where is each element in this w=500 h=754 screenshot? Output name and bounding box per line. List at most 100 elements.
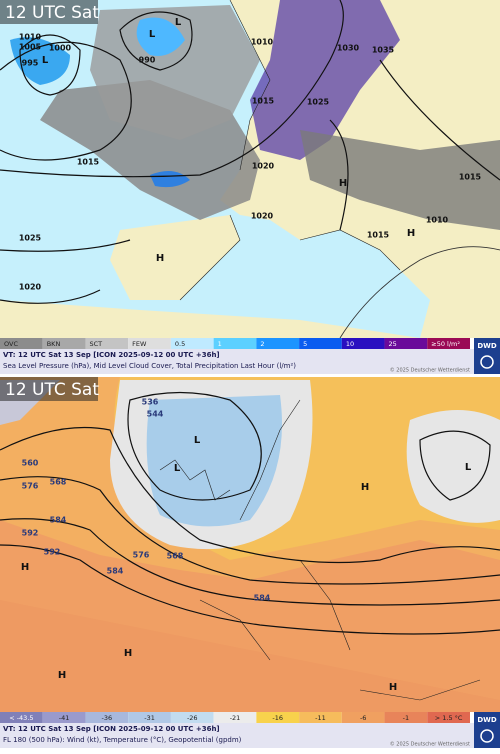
legend-swatch — [128, 338, 171, 349]
pressure-map — [0, 0, 500, 339]
legend-label: > 1.5 °C — [435, 714, 463, 722]
map-label: 576 — [133, 551, 150, 560]
legend-swatch — [427, 338, 470, 349]
caption-bg — [0, 349, 500, 374]
legend-swatch — [42, 338, 86, 349]
map-label: 1015 — [252, 97, 275, 106]
map-title: 12 UTC Sat — [5, 380, 99, 400]
map-label: 560 — [22, 459, 39, 468]
legend-swatch — [256, 712, 300, 723]
copyright: © 2025 Deutscher Wetterdienst — [390, 741, 470, 748]
map-label: 1005 — [19, 43, 42, 52]
valid-time: VT: 12 UTC Sat 13 Sep [ICON 2025-09-12 0… — [3, 351, 220, 359]
map-title: 12 UTC Sat — [5, 3, 99, 23]
title-box — [0, 0, 98, 24]
legend-label: -36 — [102, 714, 113, 722]
map-label: 568 — [50, 478, 67, 487]
map-label: 1030 — [337, 44, 360, 53]
map-label: 584 — [50, 516, 67, 525]
map-label: 576 — [22, 482, 39, 491]
map-label: H — [389, 682, 397, 693]
map-label: 1015 — [459, 173, 482, 182]
map-label: 544 — [147, 410, 164, 419]
legend-swatch — [384, 712, 428, 723]
map-label: 1020 — [252, 162, 275, 171]
map-label: 995 — [22, 59, 39, 68]
legend-label: 10 — [346, 340, 354, 348]
map-label: 1010 — [251, 38, 274, 47]
map-label: L — [42, 55, 49, 66]
description: FL 180 (500 hPa): Wind (kt), Temperature… — [3, 736, 242, 744]
map-label: 592 — [22, 529, 39, 538]
legend-label: 5 — [303, 340, 307, 348]
map-label: 1020 — [19, 283, 42, 292]
legend-label: SCT — [89, 340, 102, 348]
legend-swatch — [85, 712, 129, 723]
map-label: 1010 — [19, 33, 42, 42]
legend-swatch — [170, 712, 214, 723]
legend-label: 25 — [389, 340, 397, 348]
map-label: 1000 — [49, 44, 72, 53]
legend-swatch — [213, 712, 257, 723]
legend-label: 0.5 — [175, 340, 185, 348]
map-label: H — [58, 670, 66, 681]
legend-label: -6 — [360, 714, 366, 722]
map-label: L — [194, 435, 201, 446]
legend-label: < -43.5 — [9, 714, 33, 722]
legend-swatch — [42, 712, 86, 723]
map-label: H — [21, 562, 29, 573]
map-label: 990 — [139, 56, 156, 65]
title-box — [0, 377, 98, 401]
legend-label: -1 — [403, 714, 409, 722]
legend-swatch — [128, 712, 171, 723]
map-label: H — [339, 178, 347, 189]
legend-swatch — [256, 338, 300, 349]
map-label: H — [361, 482, 369, 493]
logo-swirl — [480, 355, 494, 369]
map-label: H — [407, 228, 415, 239]
map-label: L — [174, 463, 181, 474]
map-label: H — [156, 253, 164, 264]
legend-label: OVC — [4, 340, 18, 348]
map-label: 536 — [142, 398, 159, 407]
legend-swatch — [0, 338, 43, 349]
legend-label: -11 — [315, 714, 326, 722]
panel: 536 544 560 568 576 584 592 584 576 568 584 592 H H H H… — [0, 377, 500, 748]
logo: DWD — [477, 716, 497, 724]
map-label: 568 — [167, 552, 184, 561]
legend-swatch — [299, 338, 342, 349]
map-label: 1035 — [372, 46, 395, 55]
map-label: 584 — [107, 567, 124, 576]
legend-label: -26 — [187, 714, 198, 722]
description: Sea Level Pressure (hPa), Mid Level Clou… — [3, 362, 296, 370]
legend-label: 2 — [260, 340, 264, 348]
legend-label: -16 — [272, 714, 283, 722]
legend-swatch — [427, 712, 470, 723]
caption-bg — [0, 723, 500, 748]
map-label: 1015 — [367, 231, 390, 240]
legend-swatch — [341, 338, 385, 349]
map-label: 1025 — [307, 98, 330, 107]
logo-swirl — [480, 729, 494, 743]
map-label: L — [465, 462, 472, 473]
legend-label: 1 — [218, 340, 222, 348]
valid-time: VT: 12 UTC Sat 13 Sep [ICON 2025-09-12 0… — [3, 725, 220, 733]
logo: DWD — [477, 342, 497, 350]
map-label: 584 — [254, 594, 271, 603]
legend-label: -41 — [59, 714, 70, 722]
legend-label: BKN — [47, 340, 61, 348]
map-label: 1025 — [19, 234, 42, 243]
map-label: H — [124, 648, 132, 659]
legend-swatch — [299, 712, 342, 723]
map-label: 1015 — [77, 158, 100, 167]
legend-swatch — [170, 338, 214, 349]
map-label: L — [149, 29, 156, 40]
map-label: 592 — [44, 548, 61, 557]
map-label: 1010 — [426, 216, 449, 225]
legend-label: -31 — [144, 714, 155, 722]
legend-label: ≥50 l/m² — [431, 340, 460, 348]
map-label: L — [175, 17, 182, 28]
